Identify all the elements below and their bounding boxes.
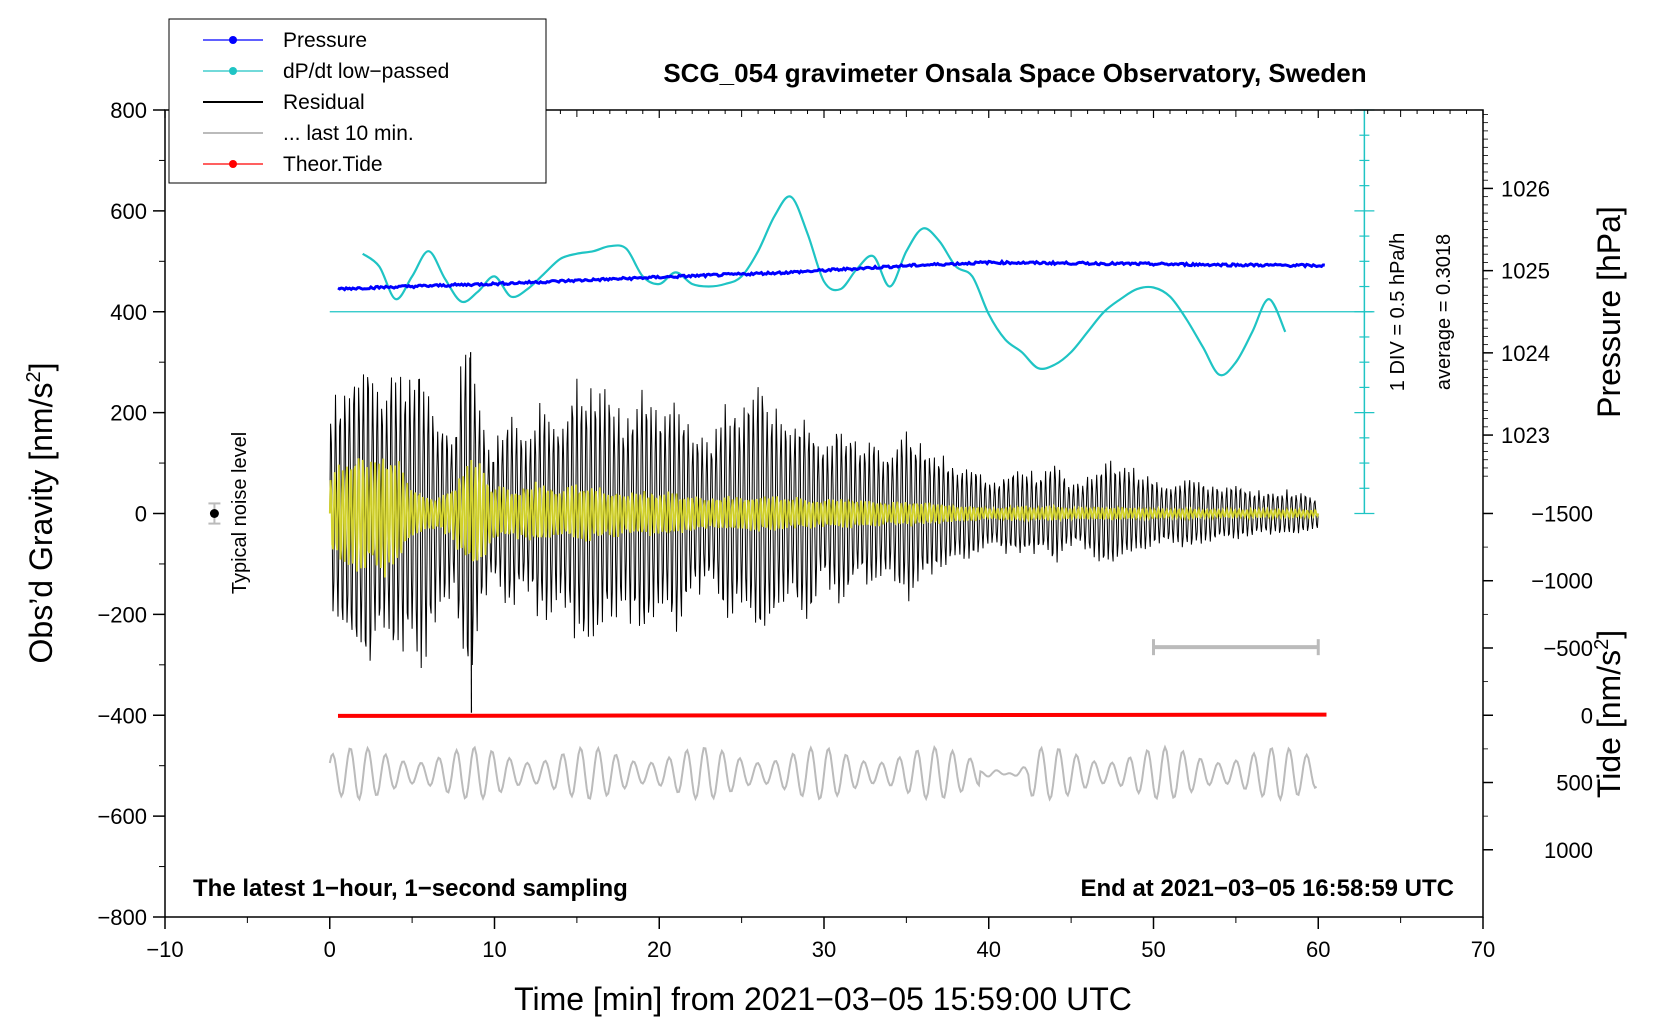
x-tick-label: 0 xyxy=(324,937,336,962)
legend-swatch-dot xyxy=(229,36,237,44)
tide-tick-label: −1000 xyxy=(1531,569,1593,594)
legend-label: dP/dt low−passed xyxy=(283,60,449,83)
y-axis-label-gravity-close: ] xyxy=(23,363,59,372)
y-tick-label: −400 xyxy=(97,703,147,728)
y-tick-label: 200 xyxy=(110,401,147,426)
tide-tick-label: −1500 xyxy=(1531,501,1593,526)
y-tick-label: 600 xyxy=(110,199,147,224)
y-axis-label-tide-close: ] xyxy=(1591,630,1627,639)
tide-tick-label: −500 xyxy=(1543,636,1593,661)
y-tick-label: 400 xyxy=(110,300,147,325)
axes-layer: −10 0 10 20 30 40 50 60 70 800 600 400 200 0 −200 −400 −… xyxy=(97,98,1593,962)
pressure-tick-label: 1025 xyxy=(1501,259,1550,284)
dpdt-line xyxy=(362,195,1287,377)
x-tick-label: −10 xyxy=(146,937,183,962)
chart-title: SCG_054 gravimeter Onsala Space Observat… xyxy=(663,58,1366,88)
x-tick-label: 70 xyxy=(1471,937,1495,962)
tide-tick-label: 500 xyxy=(1556,771,1593,796)
average-label: average = 0.3018 xyxy=(1433,234,1455,390)
y-tick-label: −800 xyxy=(97,905,147,930)
tide-tick-label: 1000 xyxy=(1544,838,1593,863)
y-tick-label: 0 xyxy=(135,502,147,527)
y-tick-label: −600 xyxy=(97,804,147,829)
y-axis-label-tide-main: Tide [nm/s xyxy=(1591,650,1627,798)
y-axis-label-pressure: Pressure [hPa] xyxy=(1591,206,1627,418)
y-axis-label-tide: Tide [nm/s2] xyxy=(1591,630,1627,798)
legend-label: Theor.Tide xyxy=(283,153,383,176)
legend-label: Pressure xyxy=(283,29,367,52)
noise-point xyxy=(209,509,219,518)
legend-label: Residual xyxy=(283,91,365,114)
noise-level-label: Typical noise level xyxy=(229,432,251,594)
legend-swatch-dot xyxy=(229,160,237,168)
scale-bar-label: 1 DIV = 0.5 hPa/h xyxy=(1387,233,1409,391)
end-time-note: End at 2021−03−05 16:58:59 UTC xyxy=(1080,875,1454,902)
y-axis-label-gravity: Obs’d Gravity [nm/s2] xyxy=(23,363,59,664)
y-tick-label: −200 xyxy=(97,602,147,627)
x-axis-label: Time [min] from 2021−03−05 15:59:00 UTC xyxy=(514,981,1132,1017)
theor-tide-line xyxy=(337,712,1327,718)
x-tick-label: 40 xyxy=(977,937,1001,962)
x-tick-label: 30 xyxy=(812,937,836,962)
last-10-min-line xyxy=(328,744,1318,803)
x-tick-label: 60 xyxy=(1306,937,1330,962)
sampling-note: The latest 1−hour, 1−second sampling xyxy=(193,875,628,902)
x-tick-label: 50 xyxy=(1141,937,1165,962)
y-axis-label-tide-sup: 2 xyxy=(1591,639,1613,650)
x-tick-label: 20 xyxy=(647,937,671,962)
legend-label: ... last 10 min. xyxy=(283,122,414,145)
pressure-tick-label: 1023 xyxy=(1501,423,1550,448)
pressure-tick-label: 1024 xyxy=(1501,341,1550,366)
x-tick-label: 10 xyxy=(482,937,506,962)
y-tick-label: 800 xyxy=(110,98,147,123)
y-axis-label-gravity-main: Obs’d Gravity [nm/s xyxy=(23,383,59,664)
filtered-line xyxy=(328,458,1320,578)
legend-swatch-dot xyxy=(229,67,237,75)
pressure-line xyxy=(337,258,1325,292)
tide-tick-label: 0 xyxy=(1581,703,1593,728)
series-layer xyxy=(208,109,1375,803)
residual-spike xyxy=(470,352,473,713)
y-axis-label-gravity-sup: 2 xyxy=(23,371,45,382)
pressure-tick-label: 1026 xyxy=(1501,176,1550,201)
legend: Pressure dP/dt low−passed Residual ... last… xyxy=(168,18,547,184)
